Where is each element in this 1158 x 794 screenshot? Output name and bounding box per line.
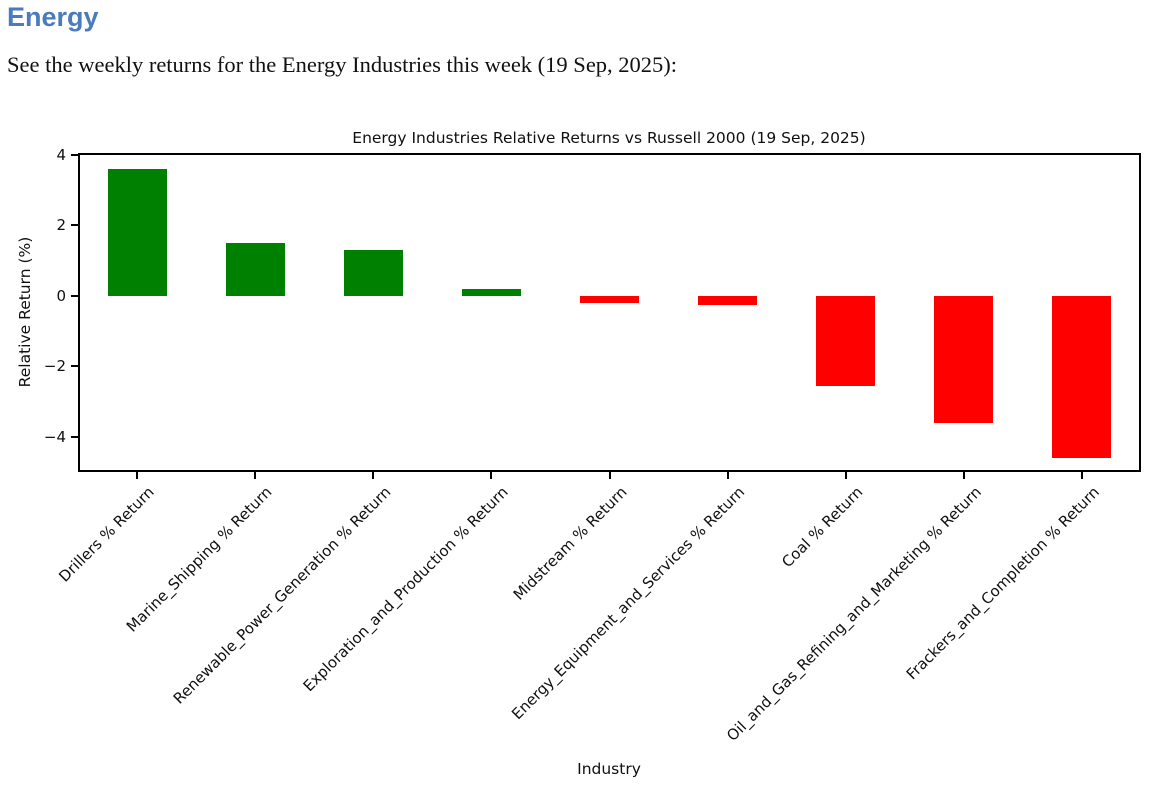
y-tick-mark [71,224,78,227]
y-tick-label: 4 [56,145,66,164]
bar-5 [579,295,640,303]
x-tick-label: Coal % Return [778,483,867,572]
y-tick-mark [71,153,78,156]
y-tick-mark [71,365,78,368]
x-tick-label: Exploration_and_Production % Return [300,483,513,696]
x-tick-label: Midstream % Return [509,483,631,604]
x-tick-mark [608,472,611,479]
y-tick-label: −4 [43,427,66,446]
x-tick-label: Frackers_and_Completion % Return [902,483,1103,684]
bar-4 [461,288,521,296]
intro-text: See the weekly returns for the Energy In… [7,52,678,77]
y-tick-mark [71,294,78,297]
x-tick-mark [726,472,729,479]
bar-6 [698,295,758,305]
x-tick-mark [490,472,493,479]
x-tick-mark [136,472,139,479]
y-tick-mark [71,435,78,438]
x-tick-label: Renewable_Power_Generation % Return [169,483,395,708]
bar-3 [343,249,403,296]
x-tick-mark [254,472,257,479]
x-tick-mark [372,472,375,479]
x-tick-mark [962,472,965,479]
bar-9 [1052,295,1112,458]
y-tick-label: 0 [56,286,66,305]
x-tick-mark [1080,472,1083,479]
bar-8 [934,295,994,423]
x-tick-label: Oil_and_Gas_Refining_and_Marketing % Ret… [722,483,985,745]
x-tick-label: Energy_Equipment_and_Services % Return [508,483,749,724]
y-tick-label: 2 [56,216,66,235]
x-tick-label: Drillers % Return [55,483,158,586]
bar-1 [107,168,167,296]
bar-7 [816,295,876,386]
x-axis-label: Industry [577,760,641,778]
chart-title: Energy Industries Relative Returns vs Ru… [352,129,866,147]
page-title: Energy [7,2,99,32]
y-tick-label: −2 [43,357,66,376]
bar-2 [225,242,285,296]
x-tick-mark [844,472,847,479]
